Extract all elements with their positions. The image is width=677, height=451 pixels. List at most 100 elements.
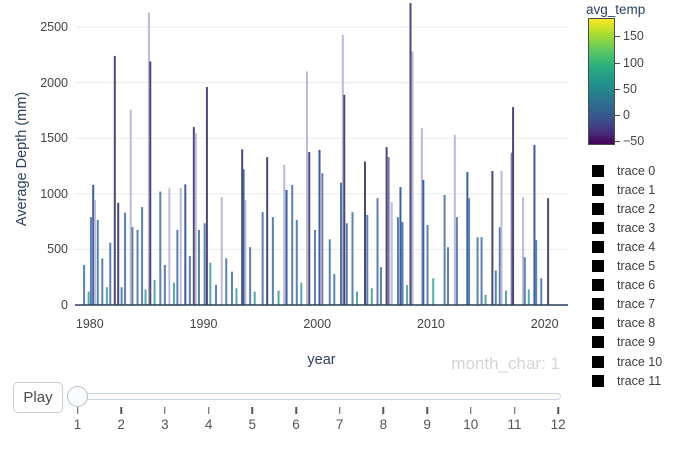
legend-label: trace 7	[617, 297, 656, 312]
legend-item[interactable]: trace 10	[592, 352, 662, 371]
colorbar-tickmark	[615, 62, 620, 64]
bar	[505, 290, 508, 305]
bar	[87, 291, 90, 305]
bar	[194, 133, 197, 305]
bar	[300, 282, 303, 305]
legend-item[interactable]: trace 9	[592, 333, 655, 352]
slider-tick-label[interactable]: 8	[379, 417, 388, 432]
bar	[328, 239, 331, 305]
legend-item[interactable]: trace 4	[592, 237, 655, 256]
bar	[203, 223, 206, 305]
slider-tickmark	[120, 407, 122, 414]
bar	[120, 287, 123, 305]
legend-marker-icon	[592, 336, 604, 349]
slider-tickmark	[295, 407, 297, 414]
bar	[306, 71, 308, 305]
legend-marker-icon	[592, 260, 604, 272]
legend-marker-icon	[592, 279, 604, 292]
bar	[420, 128, 423, 305]
bar	[253, 291, 256, 305]
colorbar-tick-label: −50	[623, 134, 645, 149]
bar	[261, 212, 264, 305]
plot-area[interactable]	[75, 2, 568, 307]
slider-tick-label[interactable]: 1	[73, 417, 82, 432]
bar	[277, 290, 280, 305]
bar	[500, 171, 503, 305]
slider-tick-label[interactable]: 11	[507, 417, 522, 432]
legend-item[interactable]: trace 3	[592, 218, 655, 237]
bar	[129, 109, 132, 306]
legend-item[interactable]: trace 11	[592, 371, 661, 390]
x-axis-line	[75, 304, 568, 306]
legend-item[interactable]: trace 0	[592, 161, 655, 180]
slider-handle[interactable]	[67, 386, 88, 407]
legend-item[interactable]: trace 5	[592, 257, 655, 276]
bar	[105, 287, 108, 305]
legend-marker-icon	[592, 240, 604, 253]
legend-item[interactable]: trace 2	[592, 199, 655, 218]
legend-item[interactable]: trace 7	[592, 295, 655, 314]
legend-item[interactable]: trace 8	[592, 314, 655, 333]
colorbar-tickmark	[615, 36, 620, 38]
bar	[144, 289, 147, 305]
legend-marker-icon	[592, 355, 604, 368]
slider-tick-label[interactable]: 5	[248, 417, 257, 432]
colorbar-tickmark	[615, 115, 620, 117]
animation-frame-label: month_char: 1	[451, 354, 560, 373]
y-tick-label: 1000	[40, 186, 68, 201]
bar	[480, 237, 483, 305]
slider-tick-label[interactable]: 12	[550, 417, 566, 432]
legend-item[interactable]: trace 6	[592, 276, 655, 295]
legend-marker-icon	[592, 202, 604, 215]
slider-tickmark	[164, 407, 166, 414]
bar	[230, 271, 233, 305]
bar	[522, 197, 525, 305]
bar	[453, 134, 456, 305]
bar	[308, 152, 311, 305]
bar	[83, 264, 86, 305]
slider-tick-label[interactable]: 6	[292, 417, 300, 432]
bar	[426, 224, 429, 305]
slider-tick-label[interactable]: 4	[204, 417, 213, 432]
slider-tick-label[interactable]: 9	[423, 417, 431, 432]
bar	[343, 94, 346, 305]
gridline	[75, 82, 568, 84]
bar	[370, 288, 373, 305]
colorbar-tick-label: 100	[623, 55, 644, 70]
slider-tickmark	[338, 407, 341, 414]
y-tick-label: 500	[47, 242, 68, 257]
slider-tick-label[interactable]: 7	[335, 417, 344, 432]
bar	[93, 199, 96, 305]
bar	[215, 284, 218, 305]
bar	[285, 189, 288, 305]
bar	[283, 164, 286, 305]
legend-marker-icon	[592, 183, 604, 196]
bar	[168, 188, 171, 305]
slider-tickmark	[382, 407, 385, 414]
bar	[466, 172, 469, 305]
bar	[113, 55, 116, 305]
slider-tick-label[interactable]: 2	[117, 417, 125, 432]
slider-tickmark	[470, 407, 472, 414]
bar	[188, 256, 191, 305]
bar	[109, 242, 112, 305]
slider-tick-label[interactable]: 10	[463, 417, 479, 432]
bar	[313, 229, 316, 305]
bar	[172, 282, 175, 305]
legend-label: trace 10	[617, 354, 663, 369]
play-button[interactable]: Play	[13, 382, 63, 413]
slider-tick-label[interactable]: 3	[161, 417, 169, 432]
bar	[432, 278, 435, 305]
legend-label: trace 9	[617, 335, 656, 350]
bar	[220, 197, 223, 305]
bar	[498, 227, 501, 305]
bar	[512, 107, 515, 306]
slider-track[interactable]	[70, 393, 561, 400]
legend-marker-icon	[592, 298, 604, 311]
slider-tickmark	[251, 407, 254, 414]
bar	[321, 173, 324, 305]
bar	[494, 270, 497, 305]
bar	[406, 284, 409, 305]
legend-item[interactable]: trace 1	[592, 180, 655, 199]
